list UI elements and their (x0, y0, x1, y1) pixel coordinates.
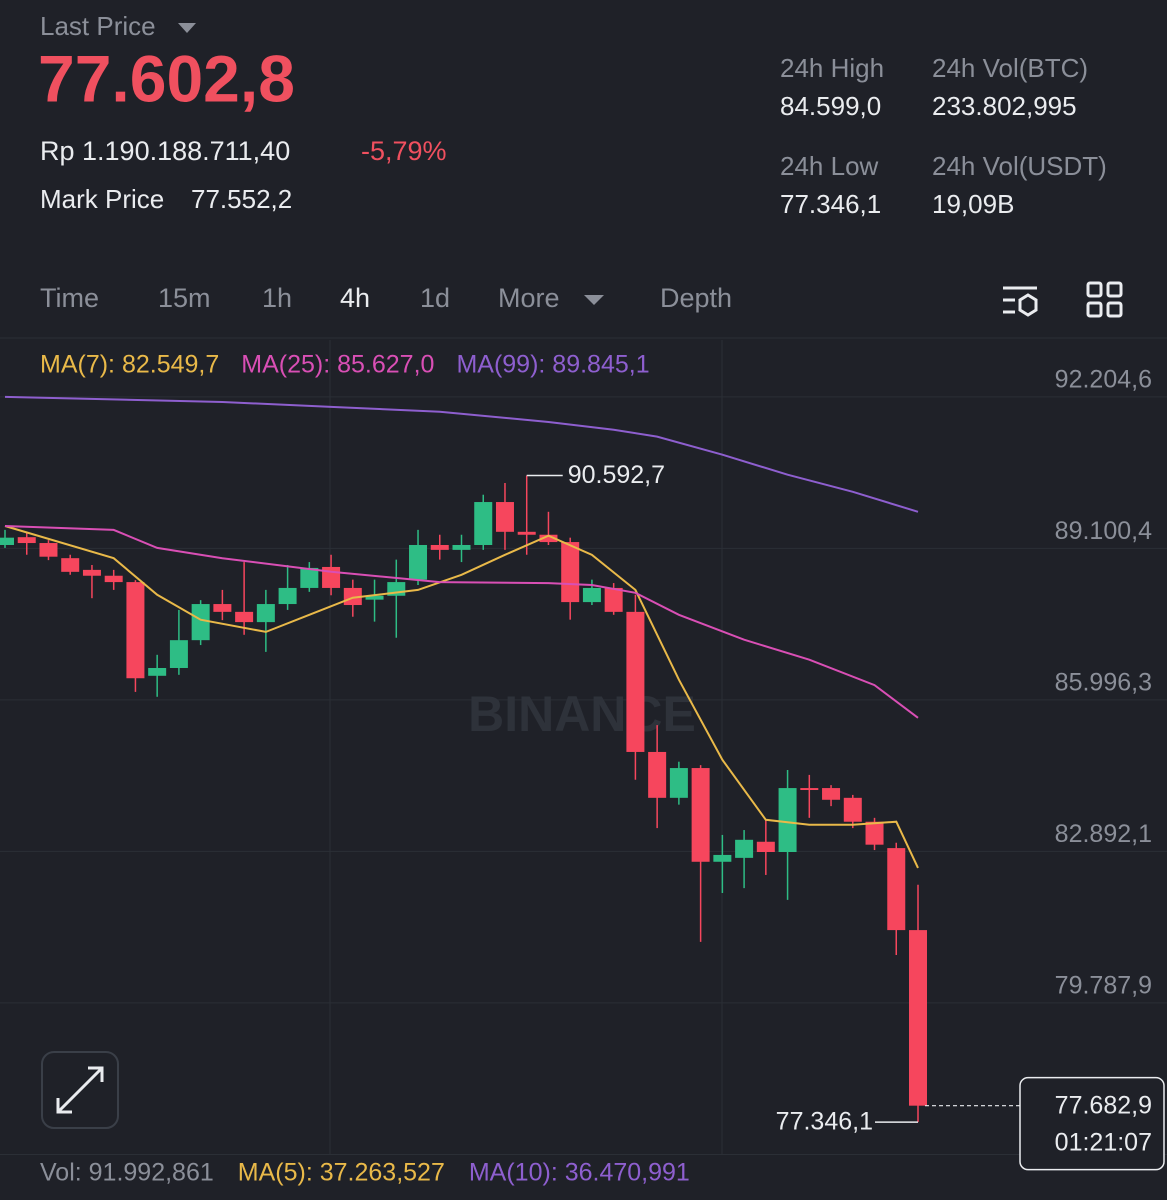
candle-body (517, 531, 536, 535)
tab[interactable]: Time (40, 283, 99, 313)
candle-body (0, 537, 14, 545)
tab[interactable]: 15m (158, 283, 211, 313)
high-marker-label: 90.592,7 (568, 461, 665, 489)
stat-value: 84.599,0 (780, 91, 881, 121)
candle-body (17, 537, 36, 544)
candle-body (865, 821, 884, 845)
layout-icon[interactable] (1086, 281, 1123, 318)
candle-body (495, 502, 514, 532)
candle-body (604, 587, 623, 612)
candle-body (582, 587, 601, 603)
tab[interactable]: Depth (660, 283, 732, 313)
mark-price: 77.552,2 (191, 184, 292, 214)
candle-body (822, 788, 841, 800)
price-box-label: 77.682,9 (1055, 1091, 1152, 1119)
candle-body (756, 841, 775, 853)
settings-icon[interactable] (1003, 286, 1038, 317)
last-price-label[interactable]: Last Price (40, 11, 156, 41)
ma-legend-entry: MA(7): 82.549,7 (40, 351, 219, 379)
y-tick-label: 92.204,6 (1055, 365, 1152, 393)
ma-line (4, 395, 919, 513)
candle-body (909, 930, 927, 1106)
stat-value: 77.346,1 (780, 189, 881, 219)
stat-label: 24h Low (780, 151, 879, 181)
ma-legend: MA(7): 82.549,7 MA(25): 85.627,0 MA(99): 8… (40, 351, 650, 379)
countdown: 01:21:07 (1055, 1128, 1152, 1156)
stat-label: 24h Vol(BTC) (932, 53, 1088, 83)
mark-price-label: Mark Price (40, 184, 164, 214)
candle-body (300, 567, 319, 588)
dropdown-icon[interactable] (178, 23, 196, 33)
tab[interactable]: 1h (262, 283, 292, 313)
volume-legend-entry: Vol: 91.992,861 (40, 1159, 214, 1187)
candle-body (365, 595, 384, 600)
candle-body (191, 604, 210, 641)
last-price: 77.602,8 (38, 41, 295, 115)
candle-body (626, 611, 645, 752)
y-tick-label: 89.100,4 (1055, 517, 1152, 545)
stat-label: 24h High (780, 53, 884, 83)
candle-body (409, 544, 428, 580)
tab[interactable]: More (498, 283, 560, 313)
volume-legend: Vol: 91.992,861 MA(5): 37.263,527 MA(10): … (40, 1159, 690, 1187)
candle-body (887, 848, 906, 931)
volume-legend-entry: MA(10): 36.470,991 (469, 1159, 690, 1187)
dropdown-icon[interactable] (584, 295, 604, 305)
expand-icon[interactable] (56, 1066, 104, 1114)
candle-body (648, 751, 667, 798)
candle-body (735, 839, 754, 858)
ma-legend-entry: MA(99): 89.845,1 (456, 351, 649, 379)
candle-body (843, 797, 862, 822)
ma-line (4, 525, 919, 719)
y-tick-label: 82.892,1 (1055, 820, 1152, 848)
change: -5,79% (361, 136, 447, 166)
volume-legend-entry: MA(5): 37.263,527 (238, 1159, 445, 1187)
tab[interactable]: 1d (420, 283, 450, 313)
candle-body (278, 587, 297, 605)
candle-body (169, 640, 188, 668)
candle-body (148, 667, 167, 676)
annotations: 90.592,7 77.346,1 77.682,9 01:21:07 (526, 461, 1165, 1171)
tab-active[interactable]: 4h (340, 283, 370, 313)
plot (0, 395, 927, 1123)
watermark: BINANCE (468, 686, 696, 742)
candle-body (235, 611, 254, 623)
candle-body (39, 543, 58, 557)
ma-legend-entry: MA(25): 85.627,0 (241, 351, 434, 379)
stat-value: 19,09B (932, 189, 1014, 219)
candle-body (691, 768, 710, 862)
candle-body (82, 569, 101, 576)
candle-body (778, 788, 797, 853)
candle-body (343, 587, 362, 606)
y-tick-label: 79.787,9 (1055, 972, 1152, 1000)
low-marker-label: 77.346,1 (776, 1108, 873, 1136)
candle-body (713, 854, 732, 862)
stat-label: 24h Vol(USDT) (932, 151, 1107, 181)
idr-price: Rp 1.190.188.711,40 (40, 136, 290, 166)
candle-body (213, 604, 232, 612)
candle-body (800, 788, 819, 791)
price-box (1019, 1076, 1165, 1171)
candle-body (539, 534, 558, 543)
candle-body (256, 604, 275, 623)
ma-line (4, 525, 919, 869)
candle-body (452, 544, 471, 550)
stat-value: 233.802,995 (932, 91, 1077, 121)
candle-body (561, 542, 580, 603)
candle-body (126, 582, 145, 679)
candle-body (430, 544, 449, 550)
candle-body (61, 558, 80, 572)
y-tick-label: 85.996,3 (1055, 669, 1152, 697)
candle-body (669, 768, 688, 798)
candle-body (104, 575, 123, 583)
candle-body (474, 502, 493, 545)
